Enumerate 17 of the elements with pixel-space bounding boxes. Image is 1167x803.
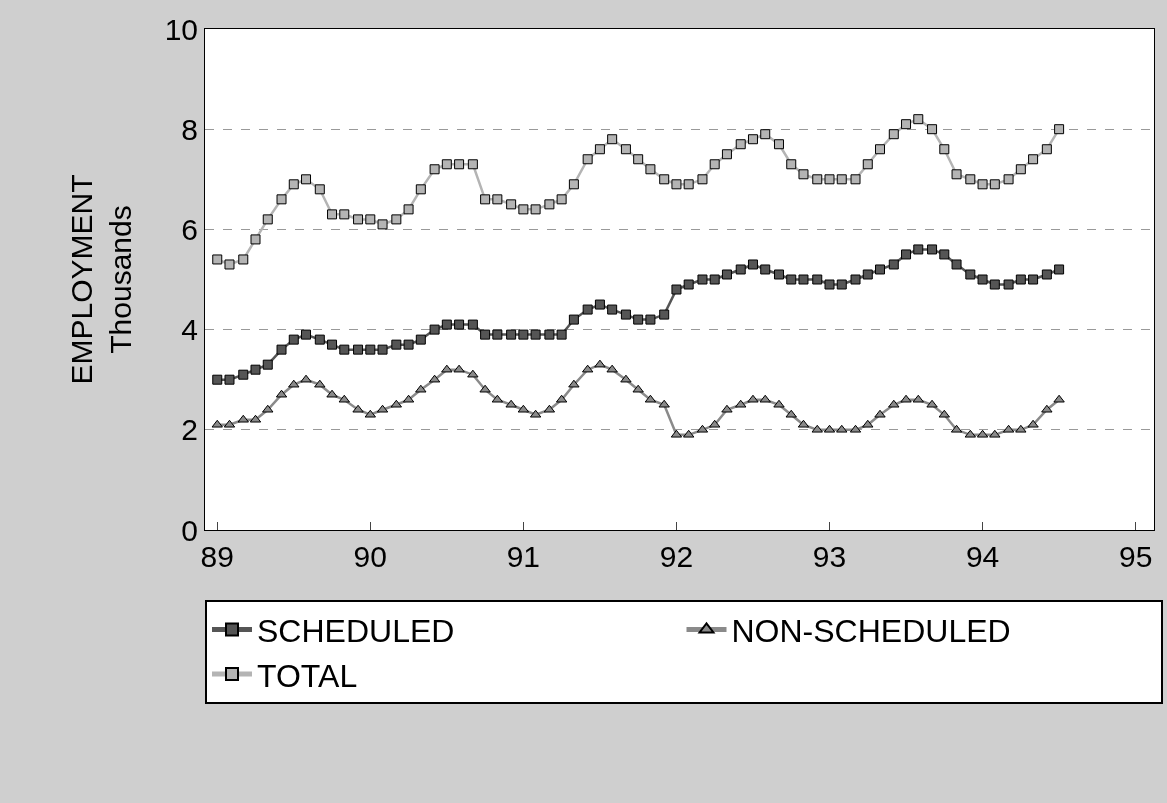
y-tick-label: 8: [181, 112, 198, 146]
y-tick-label: 4: [181, 313, 198, 347]
x-tick-label: 90: [353, 540, 387, 573]
legend-label: NON-SCHEDULED: [731, 612, 1011, 649]
y-tick-label: 10: [164, 12, 198, 46]
legend-label: SCHEDULED: [257, 612, 455, 649]
y-tick-label: 6: [181, 212, 198, 246]
x-tick-label: 94: [965, 540, 1000, 573]
x-tick-label: 89: [200, 540, 234, 573]
x-tick-label: 95: [1118, 540, 1153, 573]
y-axis-title: EMPLOYMENT Thousands: [64, 174, 137, 385]
x-tick-label: 93: [812, 540, 847, 573]
x-tick-label: 91: [506, 540, 541, 573]
legend-label: TOTAL: [257, 657, 358, 694]
y-tick-label: 0: [181, 513, 198, 547]
x-tick-label: 92: [659, 540, 694, 573]
y-tick-label: 2: [181, 413, 198, 447]
